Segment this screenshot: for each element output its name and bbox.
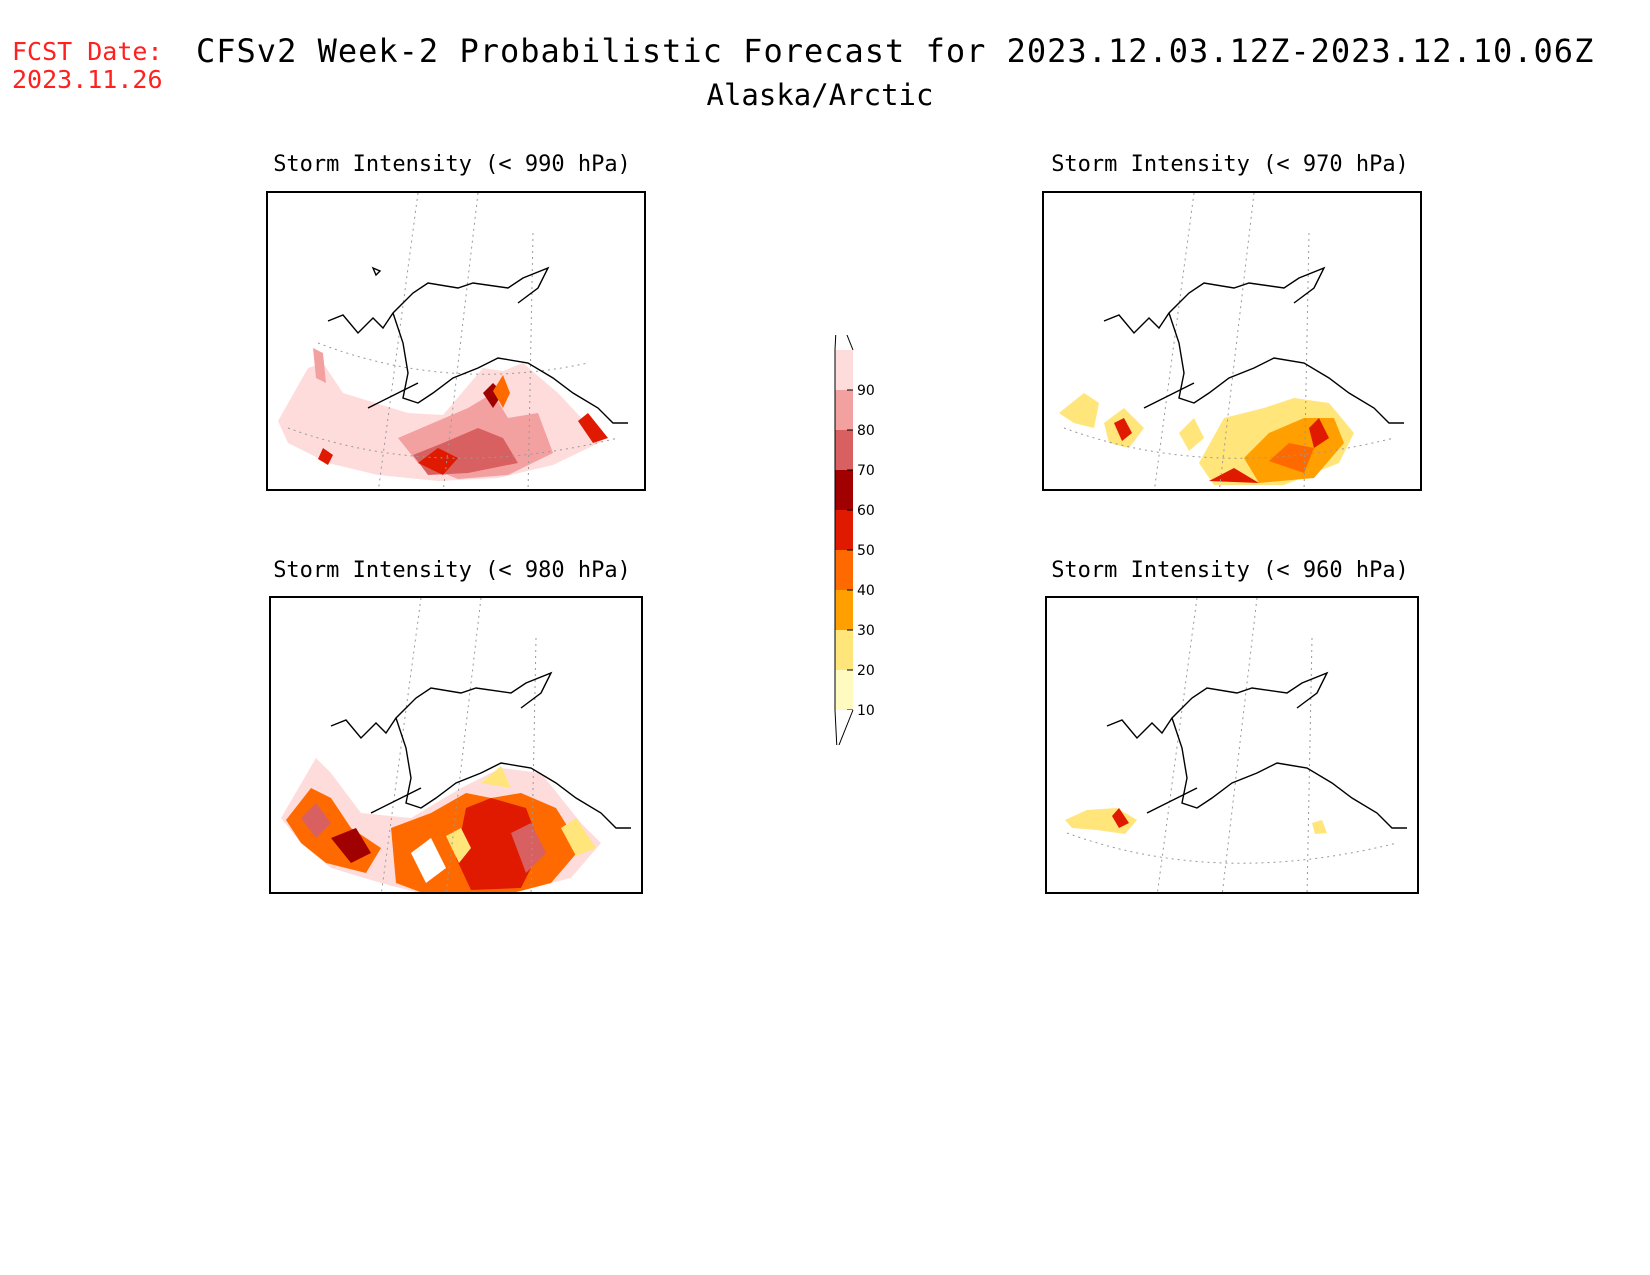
legend-swatch [835,470,853,510]
map-panel-980 [269,596,643,894]
legend-swatch [835,390,853,430]
legend-colorbar: 10 20 30 40 50 60 70 80 90 [834,309,875,751]
legend-swatch [835,510,853,550]
map-panel-990 [266,191,646,491]
legend-swatch [835,590,853,630]
panel-title-990: Storm Intensity (< 990 hPa) [273,152,631,177]
probability-fill [281,758,601,892]
forecast-date-label: FCST Date: [12,37,163,66]
coastline [1103,266,1404,424]
coastline [1106,671,1407,829]
legend-label: 50 [857,543,875,559]
graticule [1063,193,1395,489]
graticule [1066,598,1398,892]
legend-bottom-cap [834,709,854,751]
forecast-date-value: 2023.11.26 [12,65,163,94]
panel-title-970: Storm Intensity (< 970 hPa) [1051,152,1409,177]
forecast-date-block: FCST Date: 2023.11.26 [12,38,163,94]
legend-label: 60 [857,503,875,519]
region-subtitle: Alaska/Arctic [706,78,934,112]
legend-swatch [835,350,853,390]
map-980-svg [281,598,631,892]
legend-label: 90 [857,383,875,399]
coastline [330,671,631,829]
page-title: CFSv2 Week-2 Probabilistic Forecast for … [196,32,1595,70]
panel-title-960: Storm Intensity (< 960 hPa) [1051,558,1409,583]
legend-top-cap [834,309,854,351]
graticule [287,193,619,489]
legend-swatch [835,630,853,670]
map-990-svg [278,193,628,489]
legend-label: 80 [857,423,875,439]
legend-label: 10 [857,703,875,719]
legend-label: 30 [857,623,875,639]
coastline [327,266,628,424]
map-panel-960 [1045,596,1419,894]
map-970-svg [1059,193,1404,489]
probability-fill [1065,808,1327,834]
map-960-svg [1065,598,1407,892]
legend-swatch [835,550,853,590]
legend-label: 20 [857,663,875,679]
color-legend: 10 20 30 40 50 60 70 80 90 [815,309,895,751]
legend-swatch [835,670,853,710]
legend-label: 40 [857,583,875,599]
panel-title-980: Storm Intensity (< 980 hPa) [273,558,631,583]
probability-fill [1059,393,1354,485]
map-panel-970 [1042,191,1422,491]
graticule [381,598,537,892]
legend-label: 70 [857,463,875,479]
legend-swatch [835,430,853,470]
probability-fill [278,348,608,481]
